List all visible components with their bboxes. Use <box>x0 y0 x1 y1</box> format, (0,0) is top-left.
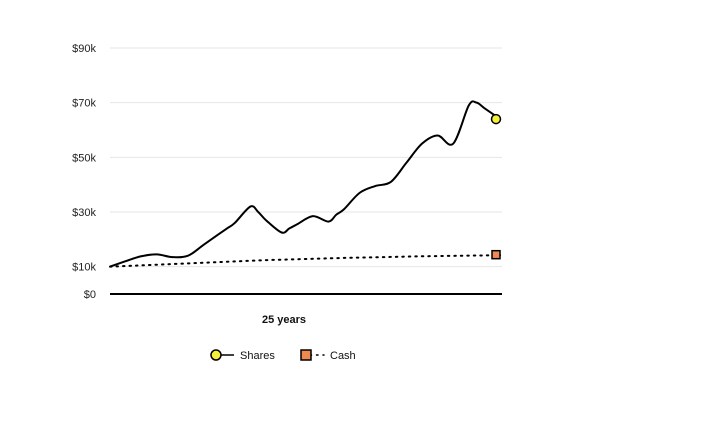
y-tick-label: $90k <box>72 43 96 55</box>
grid-lines <box>110 47 502 295</box>
x-axis-label: 25 years <box>262 314 306 326</box>
legend-label: Shares <box>240 350 275 362</box>
legend-swatch-marker <box>210 349 222 361</box>
y-tick-label: $30k <box>72 207 96 219</box>
legend: Shares Cash <box>210 349 356 362</box>
y-tick-label: $50k <box>72 152 96 164</box>
legend-label: Cash <box>330 350 356 362</box>
y-tick-label: $10k <box>72 262 96 274</box>
end-marker-cash <box>491 249 501 260</box>
legend-item-shares: Shares <box>210 349 275 362</box>
legend-item-cash: Cash <box>300 349 356 362</box>
y-axis-ticks: $0 $10k $30k $50k $70k $90k <box>72 43 96 301</box>
series-markers <box>490 113 502 260</box>
series-line-cash <box>109 254 501 268</box>
legend-swatch-marker <box>300 349 312 361</box>
series-lines <box>109 100 501 268</box>
end-marker-shares <box>490 113 502 125</box>
series-line-shares <box>109 100 501 268</box>
y-tick-label: $0 <box>84 289 96 301</box>
y-tick-label: $70k <box>72 98 96 110</box>
